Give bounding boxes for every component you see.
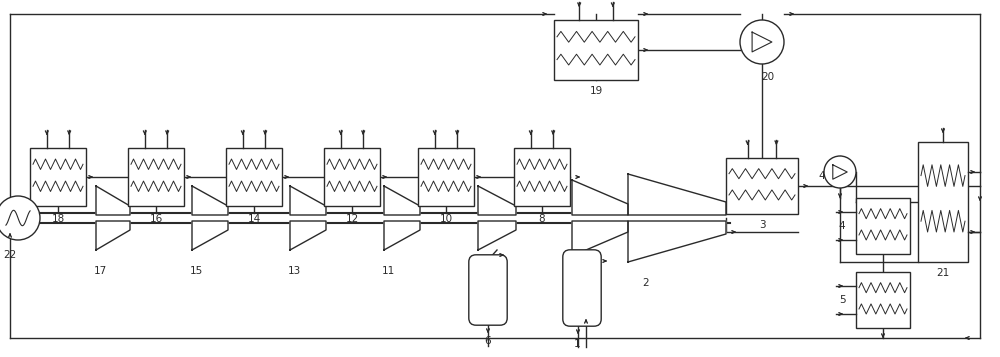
Polygon shape (192, 221, 228, 250)
Text: 4: 4 (839, 221, 845, 231)
Text: 9: 9 (477, 266, 483, 276)
Polygon shape (290, 221, 326, 250)
Text: 10: 10 (439, 214, 453, 224)
Circle shape (740, 20, 784, 64)
Text: 13: 13 (287, 266, 301, 276)
Bar (514, 148, 570, 206)
Polygon shape (290, 186, 326, 215)
Text: 8: 8 (539, 214, 545, 224)
Polygon shape (384, 186, 420, 215)
Polygon shape (192, 186, 228, 215)
Text: 4: 4 (819, 171, 825, 181)
Text: 16: 16 (149, 214, 163, 224)
Bar (918, 142, 968, 262)
Text: 7: 7 (573, 272, 579, 282)
Text: 20: 20 (761, 72, 775, 82)
Text: 12: 12 (345, 214, 359, 224)
Bar (726, 158, 798, 214)
Text: 3: 3 (759, 220, 765, 230)
Text: 14: 14 (247, 214, 261, 224)
Polygon shape (572, 221, 628, 256)
Polygon shape (478, 186, 516, 215)
Text: 11: 11 (381, 266, 395, 276)
Bar (128, 148, 184, 206)
Polygon shape (572, 180, 628, 215)
Text: 1: 1 (574, 339, 580, 349)
FancyBboxPatch shape (563, 250, 601, 326)
Bar (554, 20, 638, 80)
Text: 5: 5 (839, 295, 845, 305)
Polygon shape (628, 174, 726, 215)
Text: 19: 19 (589, 86, 603, 96)
Polygon shape (96, 186, 130, 215)
Text: 22: 22 (3, 250, 17, 260)
FancyBboxPatch shape (469, 255, 507, 325)
Polygon shape (628, 221, 726, 262)
Text: 18: 18 (51, 214, 65, 224)
Bar (418, 148, 474, 206)
Polygon shape (384, 221, 420, 250)
Text: 6: 6 (485, 336, 491, 346)
Text: 2: 2 (643, 278, 649, 288)
Bar (30, 148, 86, 206)
Bar (856, 272, 910, 328)
Bar (856, 198, 910, 254)
Circle shape (824, 156, 856, 188)
Circle shape (0, 196, 40, 240)
Polygon shape (96, 221, 130, 250)
Bar (324, 148, 380, 206)
Text: 21: 21 (936, 268, 950, 278)
Bar (226, 148, 282, 206)
Text: 15: 15 (189, 266, 203, 276)
Polygon shape (478, 221, 516, 250)
Text: 17: 17 (93, 266, 107, 276)
